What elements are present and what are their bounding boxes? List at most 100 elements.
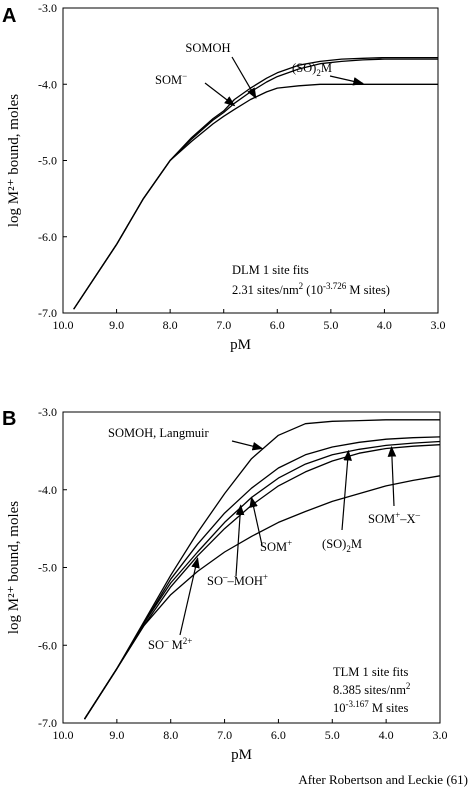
x-tick-label: 3.0 <box>433 728 448 742</box>
annotation-arrow <box>235 504 245 577</box>
y-tick-label: -6.0 <box>38 230 57 244</box>
x-tick-label: 7.0 <box>216 318 231 332</box>
fit-note-line-tail: (10 <box>303 283 323 297</box>
annotation-arrow <box>204 82 236 107</box>
y-tick-label: -4.0 <box>38 483 57 497</box>
annotation-label: (SO)2M <box>322 537 362 554</box>
annotation-label-sup2: – <box>414 510 420 520</box>
annotation-arrow <box>231 56 257 99</box>
fit-note-line-sup: 2 <box>299 281 304 291</box>
panel-a: A 10.0 9.0 8.0 7.0 6.0 5.0 4.0 3.0 -7.0 -6.0 -5.0 -4… <box>2 1 446 353</box>
annotation-label-text: SOM <box>155 73 182 87</box>
annotation-label-text: (SO) <box>322 537 346 551</box>
y-tick-label: -6.0 <box>38 638 57 652</box>
annotation-label-sup2: + <box>263 572 268 582</box>
fit-note-line-sup2: -3.726 <box>323 281 347 291</box>
annotation-label-sup: – <box>222 572 228 582</box>
annotation-label: SOMOH <box>185 41 230 55</box>
y-tick-label: -5.0 <box>38 154 57 168</box>
annotation-label: SOM+–X– <box>368 510 420 526</box>
panel-b: B 10.0 9.0 8.0 7.0 6.0 5.0 4.0 3.0 -7.0 -6.0 -5.0 -4… <box>2 405 448 763</box>
annotation-label-sub: 2 <box>346 544 351 554</box>
series-line-5 <box>83 475 441 720</box>
annotation-label-sup: − <box>182 71 187 81</box>
annotation-label-sup: + <box>287 538 292 548</box>
y-tick-label: -4.0 <box>38 77 57 91</box>
x-tick-label: 6.0 <box>270 318 285 332</box>
series-line-3 <box>73 83 438 310</box>
annotation-label-tail: –MOH <box>226 574 262 588</box>
annotation-arrow <box>341 449 352 531</box>
x-tick-label: 6.0 <box>271 728 286 742</box>
y-tick-label: -7.0 <box>38 716 57 730</box>
annotation-label: SO– M2+ <box>148 636 192 652</box>
x-tick-label: 8.0 <box>163 728 178 742</box>
annotation-label-tail: M <box>321 61 332 75</box>
x-tick-label: 7.0 <box>217 728 232 742</box>
y-tick-label: -3.0 <box>38 1 57 15</box>
fit-note-line-text: 2.31 sites/nm <box>232 283 299 297</box>
fit-note-line: 8.385 sites/nm2 <box>333 681 410 697</box>
x-axis-title: pM <box>230 337 251 353</box>
annotation-arrow <box>387 445 397 507</box>
annotation-label-tail: M <box>351 537 362 551</box>
annotation-label-sub: 2 <box>316 68 321 78</box>
y-axis-title: log M²⁺ bound, moles <box>6 501 22 634</box>
annotation-label-text: SOMOH <box>185 41 230 55</box>
y-axis-title: log M²⁺ bound, moles <box>6 94 22 227</box>
annotation-label: (SO)2M <box>292 61 332 78</box>
y-tick-label: -5.0 <box>38 561 57 575</box>
annotation-label-sup: – <box>163 636 169 646</box>
fit-note-line-text: DLM 1 site fits <box>232 263 309 277</box>
x-tick-label: 5.0 <box>325 728 340 742</box>
fit-note-line-text: 8.385 sites/nm <box>333 683 406 697</box>
fit-note-line: TLM 1 site fits <box>333 665 408 679</box>
annotation-label-text: SOM <box>368 512 395 526</box>
annotation-label: SOM+ <box>260 538 292 554</box>
annotation-label: SOM− <box>155 71 187 87</box>
x-tick-label: 9.0 <box>109 728 124 742</box>
annotation-arrow <box>249 496 263 546</box>
annotation-label: SOMOH, Langmuir <box>108 426 210 440</box>
annotation-arrow <box>231 440 264 451</box>
x-tick-label: 10.0 <box>53 728 74 742</box>
annotation-label-sup: + <box>395 510 400 520</box>
annotation-label-tail: –X <box>399 512 415 526</box>
annotation-label-text: (SO) <box>292 61 316 75</box>
x-tick-label: 5.0 <box>323 318 338 332</box>
annotation-label-tail: M <box>168 638 182 652</box>
x-tick-label: 10.0 <box>53 318 74 332</box>
credit-text: After Robertson and Leckie (61) <box>298 772 468 787</box>
annotation-label: SO––MOH+ <box>207 572 268 588</box>
x-axis-title: pM <box>231 747 252 763</box>
annotation-label-text: SOMOH, Langmuir <box>108 426 210 440</box>
annotation-label-text: SO <box>148 638 164 652</box>
x-tick-label: 3.0 <box>431 318 446 332</box>
fit-note-line: DLM 1 site fits <box>232 263 309 277</box>
fit-note-line-text: 10 <box>333 701 346 715</box>
annotation-label-text: SOM <box>260 540 287 554</box>
fit-note-line-tail2: M sites) <box>346 283 390 297</box>
annotation-label-sup2: 2+ <box>183 636 193 646</box>
panel-letter: B <box>2 408 16 430</box>
fit-note-line: 10-3.167 M sites <box>333 699 408 715</box>
x-tick-label: 4.0 <box>379 728 394 742</box>
x-tick-label: 8.0 <box>163 318 178 332</box>
annotation-arrow <box>179 557 200 636</box>
fit-note-line-text: TLM 1 site fits <box>333 665 408 679</box>
annotation-label-text: SO <box>207 574 223 588</box>
series-line-3 <box>83 440 441 720</box>
x-tick-label: 9.0 <box>109 318 124 332</box>
panel-letter: A <box>2 5 16 27</box>
series-line-1 <box>83 419 440 720</box>
x-tick-label: 4.0 <box>377 318 392 332</box>
series-line-4 <box>83 444 441 720</box>
fit-note-line: 2.31 sites/nm2 (10-3.726 M sites) <box>232 281 390 297</box>
fit-note-line-sup: 2 <box>406 681 411 691</box>
y-tick-label: -7.0 <box>38 306 57 320</box>
fit-note-line-tail: M sites <box>369 701 409 715</box>
annotation-arrow <box>329 75 365 86</box>
fit-note-line-sup: -3.167 <box>346 699 370 709</box>
y-tick-label: -3.0 <box>38 405 57 419</box>
